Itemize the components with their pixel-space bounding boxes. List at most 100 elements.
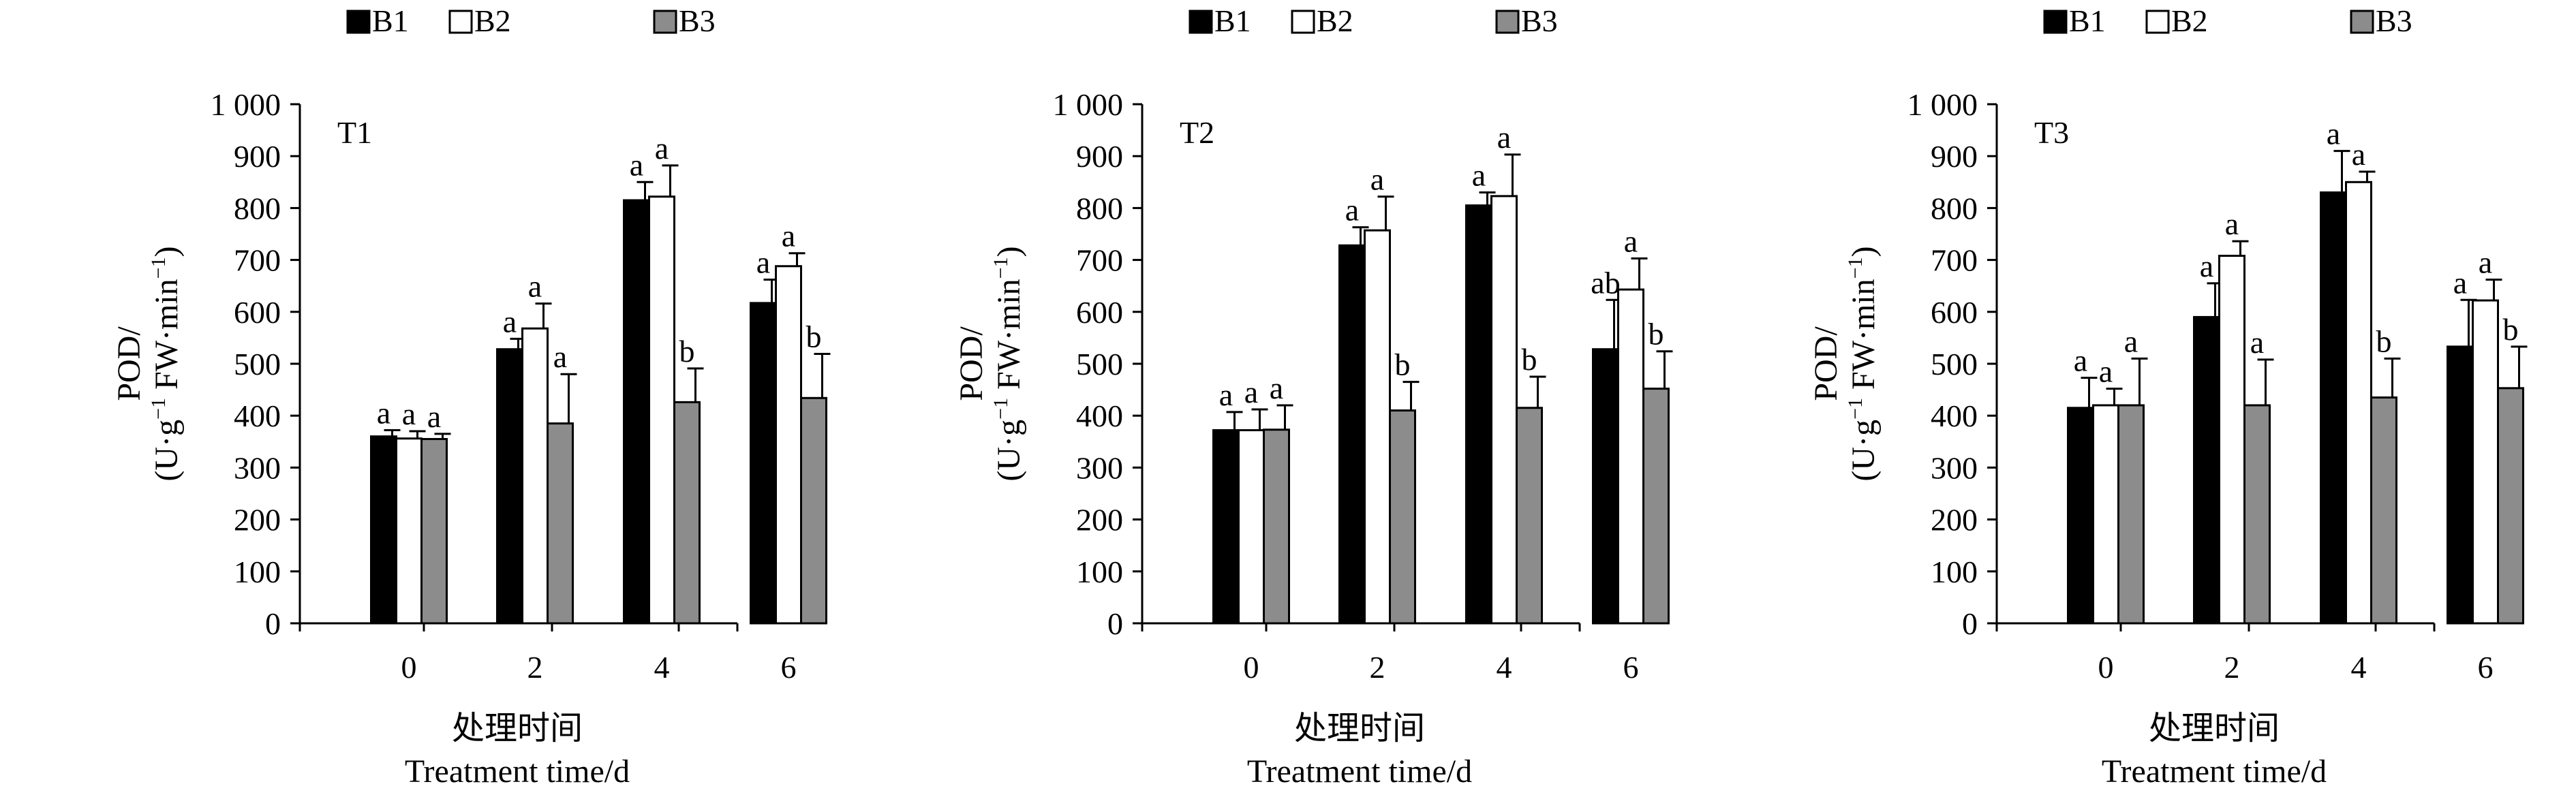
legend-swatch-b1 <box>1189 10 1213 34</box>
legend-label-b3: B3 <box>2376 3 2412 38</box>
unit-text: (U·g <box>149 420 185 482</box>
significance-letter-b2-0: a <box>1244 375 1258 409</box>
x-tick-label-0: 0 <box>2098 650 2114 685</box>
bar-b3-6 <box>2497 387 2524 625</box>
bar-b1-6 <box>750 302 777 625</box>
y-tick-label: 1 000 <box>1053 87 1124 122</box>
x-axis-label-cn: 处理时间 <box>452 710 583 747</box>
legend-label-b3: B3 <box>679 3 716 38</box>
y-tick-label: 200 <box>234 503 281 537</box>
legend-swatch-b1 <box>346 10 371 34</box>
panel-label: T1 <box>337 115 372 150</box>
legend-label-b3: B3 <box>1521 3 1558 38</box>
unit-text: FW·min <box>991 279 1027 398</box>
significance-letter-b2-0: a <box>402 396 416 431</box>
unit-text: ) <box>991 246 1027 257</box>
x-tick-label-2: 2 <box>2224 650 2240 685</box>
significance-letter-b1-0: a <box>1219 377 1233 412</box>
x-tick-label-4: 4 <box>654 650 670 685</box>
significance-letter-b2-4: a <box>655 131 669 166</box>
significance-letter-b2-6: a <box>1624 223 1638 258</box>
bar-b2-4 <box>1490 195 1518 625</box>
significance-letter-b1-2: a <box>2200 249 2213 283</box>
significance-letter-b3-4: b <box>679 334 695 369</box>
bar-b1-4 <box>2320 191 2347 625</box>
y-tick-label: 300 <box>1076 450 1123 485</box>
significance-letter-b1-6: ab <box>1591 265 1620 300</box>
y-tick-label: 900 <box>1931 139 1978 174</box>
significance-letter-b2-6: a <box>2479 245 2492 280</box>
superscript: −1 <box>1844 257 1867 279</box>
x-axis-label-cn: 处理时间 <box>2149 710 2280 747</box>
x-tick-label-2: 2 <box>1370 650 1385 685</box>
x-tick-label-2: 2 <box>527 650 543 685</box>
x-tick-label-0: 0 <box>1244 650 1259 685</box>
bar-b2-0 <box>395 437 423 625</box>
y-axis-label-line1: POD/ <box>953 326 990 401</box>
significance-letter-b3-0: a <box>427 399 441 434</box>
y-tick-label: 100 <box>1076 554 1123 589</box>
significance-letter-b2-4: a <box>2352 137 2365 172</box>
bar-b2-2 <box>1364 229 1391 625</box>
y-axis-label: POD/(U·g−1 FW·min−1) <box>111 246 185 481</box>
y-tick-label: 900 <box>234 139 281 174</box>
y-tick-label: 200 <box>1076 503 1123 537</box>
bar-b3-6 <box>800 396 827 625</box>
y-tick-label: 800 <box>1076 191 1123 225</box>
bar-b2-4 <box>648 196 675 625</box>
y-axis-label-line2: (U·g−1 FW·min−1) <box>1844 246 1882 481</box>
legend-label-b1: B1 <box>372 3 409 38</box>
bar-b3-0 <box>1263 428 1290 625</box>
x-tick-label-4: 4 <box>1497 650 1512 685</box>
legend-swatch-b3 <box>2350 10 2374 34</box>
significance-letter-b2-4: a <box>1497 120 1511 155</box>
y-axis-label-line1: POD/ <box>111 326 147 401</box>
y-tick-label: 100 <box>1931 554 1978 589</box>
y-tick-label: 300 <box>234 450 281 485</box>
significance-letter-b2-6: a <box>782 219 795 253</box>
panel-label: T3 <box>2034 115 2069 150</box>
y-tick-label: 400 <box>1076 398 1123 433</box>
y-tick-label: 500 <box>1076 347 1123 381</box>
bar-b3-2 <box>547 422 574 625</box>
y-tick-label: 800 <box>1931 191 1978 225</box>
bar-b3-0 <box>420 437 448 625</box>
bar-b1-2 <box>2193 315 2220 625</box>
significance-letter-b3-2: a <box>553 339 567 374</box>
y-tick-label: 600 <box>1931 295 1978 330</box>
y-tick-label: 900 <box>1076 139 1123 174</box>
chart-panel-t1: B1 B2 B3 0 100 200 300 400 500 600 700 800 900 1 000 a… <box>111 3 831 790</box>
y-tick-label: 800 <box>234 191 281 225</box>
y-tick-label: 700 <box>1931 243 1978 278</box>
superscript: −1 <box>990 398 1012 420</box>
bar-b1-6 <box>2447 345 2474 625</box>
significance-letter-b1-4: a <box>1472 158 1486 193</box>
y-tick-label: 600 <box>1076 295 1123 330</box>
y-axis-label-line1: POD/ <box>1808 326 1844 401</box>
y-tick-label: 100 <box>234 554 281 589</box>
legend-swatch-b1 <box>2043 10 2068 34</box>
legend-swatch-b3 <box>653 10 677 34</box>
bar-b2-6 <box>775 265 802 625</box>
significance-letter-b1-0: a <box>2074 343 2087 378</box>
bar-b1-4 <box>1465 204 1492 625</box>
bar-b1-6 <box>1592 348 1619 625</box>
bar-b3-6 <box>1642 388 1670 625</box>
y-tick-label: 0 <box>1107 606 1123 641</box>
unit-text: (U·g <box>1845 420 1882 482</box>
significance-letter-b2-0: a <box>2099 354 2113 389</box>
y-tick-label: 500 <box>234 347 281 381</box>
x-tick-label-6: 6 <box>781 650 797 685</box>
significance-letter-b2-2: a <box>1370 162 1384 197</box>
y-axis-label-line2: (U·g−1 FW·min−1) <box>147 246 185 481</box>
significance-letter-b1-4: a <box>630 147 643 182</box>
significance-letter-b1-2: a <box>1345 193 1359 228</box>
y-axis-label-line2: (U·g−1 FW·min−1) <box>990 246 1027 481</box>
bar-b1-2 <box>496 348 523 625</box>
bar-b2-6 <box>1617 288 1644 625</box>
y-tick-label: 500 <box>1931 347 1978 381</box>
bar-b2-0 <box>2092 404 2119 625</box>
unit-text: (U·g <box>991 420 1027 482</box>
bar-b3-4 <box>2370 396 2397 625</box>
x-axis-label-en: Treatment time/d <box>405 753 630 790</box>
